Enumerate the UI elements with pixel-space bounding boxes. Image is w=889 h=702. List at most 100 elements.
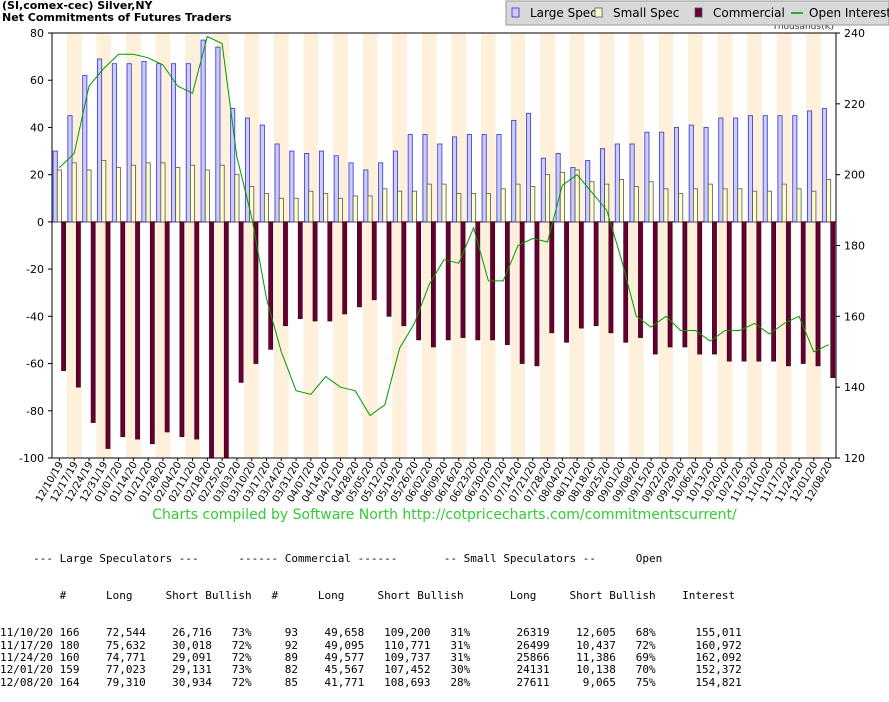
small-spec-bar [752,190,758,223]
large-spec-bar [111,63,117,223]
small-spec-bar [781,183,787,223]
right-axis-unit-label: Thousands(K) [771,22,834,32]
table-row: 12/08/20 164 79,310 30,934 72% 85 41,771… [0,675,742,689]
small-spec-bar [619,178,625,223]
chart-title: (SI,comex-cec) Silver,NY Net Commitments… [2,0,232,24]
legend-entry: Small Spec [594,6,679,20]
band-stripe [362,33,378,458]
commercial-bar [608,221,614,334]
commercial-bar [638,221,643,338]
cot-table: --- Large Speculators --- ------ Commerc… [0,528,742,702]
commercial-bar [756,221,762,362]
large-spec-bar [230,108,236,223]
commercial-bar [741,221,747,362]
large-spec-bar [777,115,783,223]
large-spec-bar [762,115,768,223]
small-spec-bar [604,183,610,223]
small-spec-bar [234,174,240,223]
commercial-bar [75,221,81,388]
cot-chart: -100 -80 -60 -40 -20 0 20 40 60 80 120 140 160 180 200… [19,0,889,504]
commercial-bar [667,221,673,348]
large-spec-bar [156,63,162,223]
small-spec-bar [515,183,521,223]
table-column-header: # Long Short Bullish # Long Short Bullis… [0,589,736,603]
right-axis-tick-label: 180 [844,240,865,253]
legend-swatch [694,7,703,18]
large-spec-bar [348,162,354,223]
commercial-bar [815,221,821,367]
commercial-bar [712,221,717,355]
right-axis-tick-label: 140 [844,381,865,394]
commercial-bar [697,221,703,355]
large-spec-bar [481,134,487,223]
commercial-bar [253,221,259,364]
large-spec-bar [215,46,221,223]
left-axis-tick-label: 0 [37,216,44,229]
commercial-bar [149,221,155,445]
commercial-bar [786,221,791,367]
large-spec-bar [526,112,532,223]
large-spec-bar [673,127,679,223]
large-spec-bar [792,115,798,223]
small-spec-bar [737,188,743,223]
large-spec-bar [747,115,753,223]
small-spec-bar [648,181,654,223]
left-axis-tick-label: -100 [19,452,44,465]
large-spec-bar [496,134,502,223]
commercial-bar [209,221,214,459]
small-spec-bar [574,169,580,223]
right-axis-tick-label: 240 [844,27,865,40]
large-spec-bar [407,134,413,223]
band-stripe [392,33,408,458]
large-spec-bar [67,115,73,223]
left-axis-tick-label: -80 [26,405,44,418]
band-stripe [569,33,585,458]
large-spec-bar [733,117,739,223]
table-group-header: --- Large Speculators --- ------ Commerc… [0,551,663,565]
title-line-1: (SI,comex-cec) Silver,NY [2,0,153,12]
large-spec-bar [333,155,339,223]
small-spec-bar [367,195,373,223]
commercial-bar [135,221,140,440]
large-spec-bar [614,143,620,223]
legend: Large Spec Small Spec Commercial Open Inter… [505,0,889,26]
large-spec-bar [304,153,310,223]
open-interest-line [59,35,829,417]
small-spec-bar [456,193,462,223]
title-line-2: Net Commitments of Futures Traders [2,11,232,24]
table-row: 12/01/20 159 77,023 29,131 73% 82 45,567… [0,663,742,677]
large-spec-bar [185,63,191,223]
large-spec-bar [289,150,295,223]
large-spec-bar [585,160,591,223]
small-spec-bar [530,186,536,223]
band-stripe [303,33,319,458]
large-spec-bar [718,117,724,223]
commercial-bar [460,221,466,338]
small-spec-bar [308,190,314,223]
small-spec-bar [826,178,832,223]
credit-line[interactable]: Charts compiled by Software North http:/… [152,507,737,523]
commercial-bar [445,221,451,341]
small-spec-bar [323,193,329,223]
commercial-bar [401,221,407,327]
small-spec-bar [441,183,447,223]
small-spec-bar [101,160,107,223]
commercial-bar [682,221,688,348]
commercial-bar [238,221,244,383]
large-spec-bar [318,150,324,223]
right-axis-tick-label: 160 [844,310,865,323]
band-stripe [333,33,348,458]
commercial-bar [578,221,584,329]
left-axis-tick-label: 80 [30,27,44,40]
table-row: 11/10/20 166 72,544 26,716 73% 93 49,658… [0,626,742,640]
small-spec-bar [352,195,358,223]
large-spec-bar [97,58,103,223]
commercial-bar [312,221,318,322]
right-axis-tick-label: 120 [844,452,865,465]
large-spec-bar [171,63,177,223]
small-spec-bar [707,183,713,223]
commercial-bar [564,221,569,343]
commercial-bar [283,221,288,327]
small-spec-bar [722,188,728,223]
large-spec-bar [629,143,635,223]
